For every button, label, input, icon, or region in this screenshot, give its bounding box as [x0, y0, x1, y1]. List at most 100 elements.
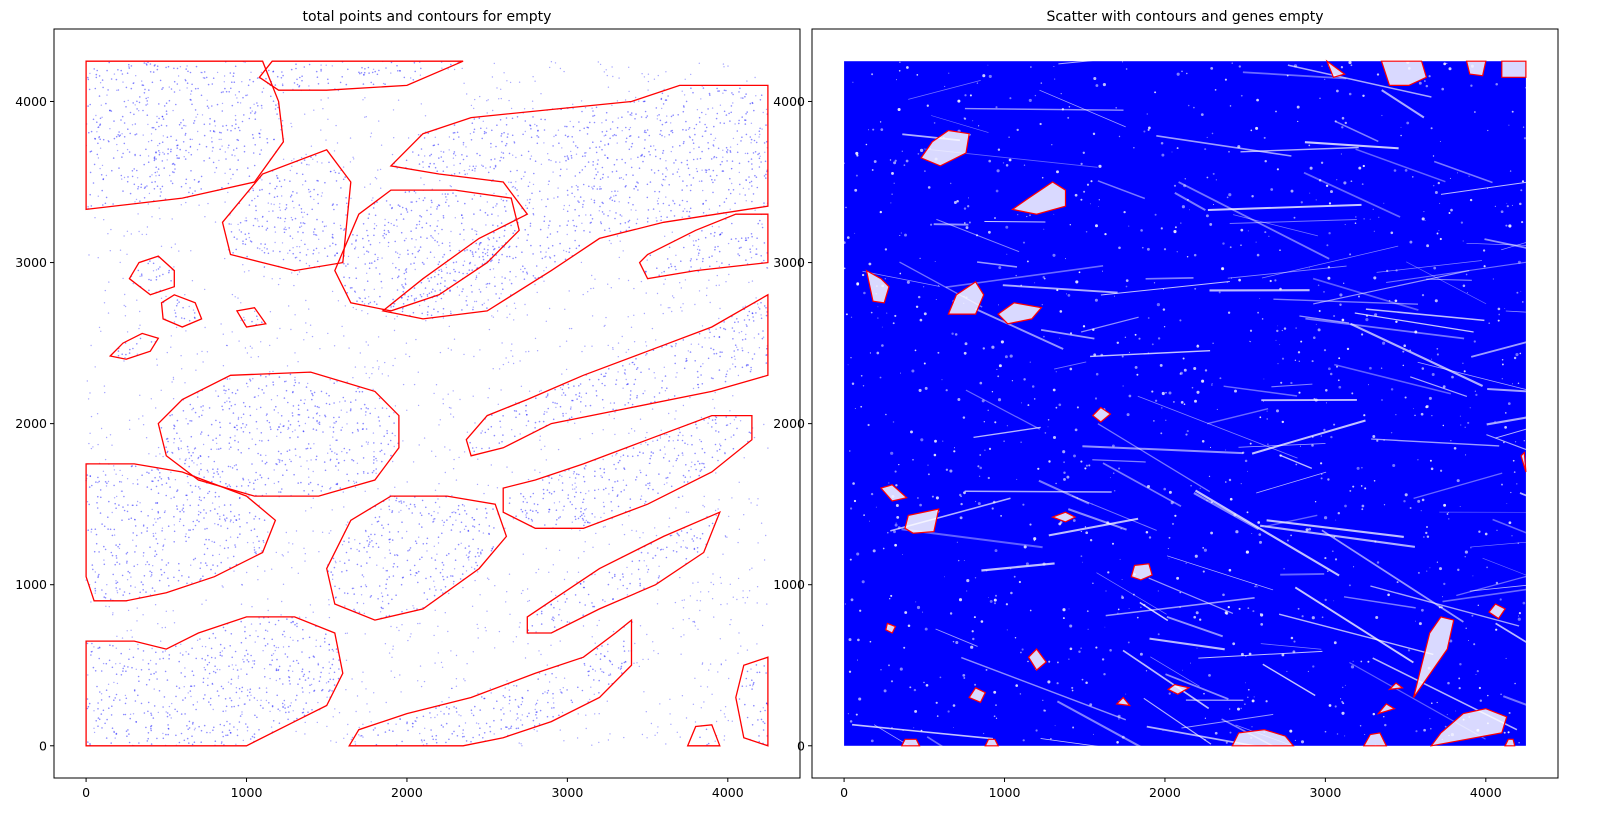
scatter-point: [646, 221, 649, 223]
scatter-point: [605, 69, 607, 71]
scatter-point: [125, 353, 127, 356]
scatter-point: [667, 307, 669, 309]
scatter-point: [434, 239, 436, 242]
scatter-point: [240, 427, 243, 429]
scatter-point: [413, 299, 416, 302]
scatter-point: [211, 150, 214, 152]
scatter-point: [325, 225, 327, 227]
scatter-point: [522, 553, 524, 555]
scatter-point: [512, 185, 515, 188]
scatter-point: [536, 142, 539, 145]
scatter-point: [415, 200, 418, 203]
scatter-point: [198, 498, 201, 501]
scatter-point: [718, 336, 721, 338]
scatter-point: [444, 280, 446, 282]
scatter-point: [758, 136, 760, 138]
scatter-point: [621, 130, 623, 132]
scatter-point: [686, 359, 688, 362]
scatter-point: [397, 70, 399, 72]
scatter-point: [263, 668, 266, 670]
scatter-point: [174, 243, 176, 245]
scatter-point: [147, 123, 149, 126]
scatter-point: [478, 288, 480, 291]
scatter-point: [434, 166, 437, 169]
scatter-point: [171, 163, 174, 165]
scatter-point: [128, 63, 130, 66]
scatter-point: [468, 555, 470, 558]
scatter-point: [365, 372, 367, 375]
scatter-point: [649, 457, 651, 460]
scatter-point: [660, 304, 662, 306]
scatter-point: [226, 527, 229, 530]
scatter-point: [688, 235, 691, 237]
scatter-point: [663, 283, 665, 285]
scatter-point: [571, 186, 573, 188]
scatter-point: [723, 66, 725, 68]
scatter-point: [161, 574, 163, 576]
scatter-point: [224, 87, 226, 90]
scatter-point: [626, 566, 628, 569]
scatter-point: [497, 215, 499, 217]
scatter-point: [496, 124, 498, 126]
scatter-point: [555, 676, 557, 679]
scatter-point: [384, 218, 386, 221]
scatter-point: [752, 320, 755, 322]
scatter-point: [756, 602, 758, 604]
scatter-point: [449, 449, 451, 451]
scatter-point: [584, 165, 587, 168]
scatter-point: [486, 610, 488, 612]
scatter-point: [248, 495, 250, 497]
scatter-point: [166, 136, 169, 138]
scatter-point: [575, 153, 578, 155]
scatter-point: [276, 463, 278, 466]
scatter-point: [305, 299, 307, 302]
scatter-point: [224, 392, 226, 395]
scatter-point: [507, 133, 509, 135]
scatter-point: [757, 306, 760, 308]
scatter-point: [272, 384, 275, 386]
scatter-point: [682, 404, 685, 407]
scatter-point: [363, 403, 366, 406]
scatter-point: [149, 175, 151, 178]
scatter-point: [745, 179, 747, 181]
scatter-point: [426, 550, 428, 552]
scatter-point: [198, 473, 200, 475]
scatter-point: [113, 484, 115, 487]
scatter-point: [475, 275, 478, 277]
scatter-point: [572, 219, 574, 222]
scatter-point: [260, 432, 263, 434]
scatter-point: [225, 124, 228, 127]
scatter-point: [302, 430, 305, 433]
scatter-point: [197, 457, 199, 460]
scatter-point: [745, 237, 747, 239]
scatter-point: [430, 291, 433, 293]
scatter-point: [277, 106, 279, 109]
scatter-point: [544, 256, 546, 258]
scatter-point: [318, 551, 320, 553]
scatter-point: [199, 567, 201, 570]
scatter-point: [212, 161, 215, 164]
scatter-point: [642, 452, 644, 454]
scatter-point: [597, 488, 600, 491]
scatter-point: [155, 521, 157, 523]
scatter-point: [299, 226, 301, 228]
scatter-point: [319, 415, 321, 417]
scatter-point: [317, 193, 319, 196]
scatter-point: [694, 463, 696, 466]
scatter-point: [659, 157, 662, 160]
scatter-point: [113, 528, 116, 531]
scatter-point: [294, 379, 296, 381]
scatter-point: [724, 451, 726, 454]
scatter-point: [180, 317, 183, 319]
scatter-point: [739, 420, 742, 422]
scatter-point: [430, 213, 432, 216]
scatter-point: [538, 390, 541, 393]
scatter-point: [189, 504, 191, 507]
scatter-point: [196, 639, 199, 641]
scatter-point: [495, 145, 497, 148]
scatter-point: [511, 343, 513, 345]
scatter-point: [595, 394, 598, 397]
scatter-point: [185, 201, 187, 204]
scatter-point: [414, 574, 416, 577]
scatter-point: [397, 99, 400, 101]
